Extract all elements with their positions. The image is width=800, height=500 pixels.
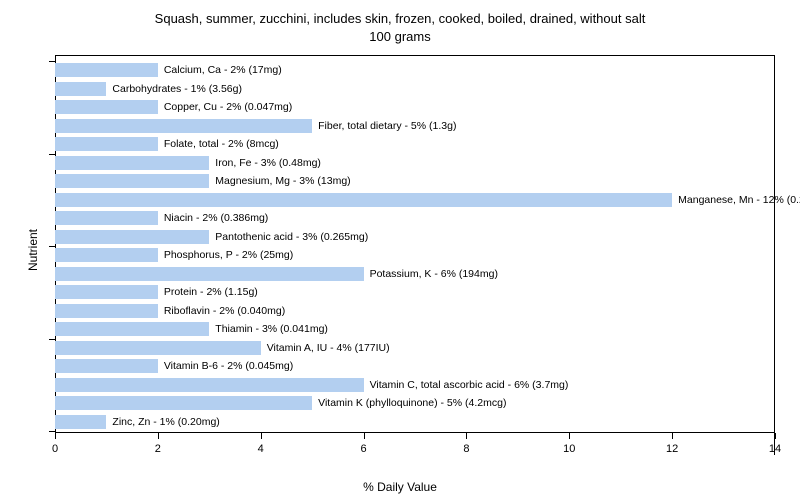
bar-label: Copper, Cu - 2% (0.047mg) xyxy=(158,100,292,114)
bar xyxy=(55,415,106,429)
x-tick xyxy=(261,433,262,439)
bar-label: Vitamin A, IU - 4% (177IU) xyxy=(261,341,390,355)
y-tick xyxy=(49,431,55,432)
bar-row: Vitamin K (phylloquinone) - 5% (4.2mcg) xyxy=(55,394,774,413)
y-tick xyxy=(49,246,55,247)
chart-title-line1: Squash, summer, zucchini, includes skin,… xyxy=(0,10,800,28)
bar-label: Fiber, total dietary - 5% (1.3g) xyxy=(312,119,456,133)
x-tick-label: 12 xyxy=(666,443,678,455)
y-tick xyxy=(49,61,55,62)
bar-label: Phosphorus, P - 2% (25mg) xyxy=(158,248,293,262)
bar-row: Zinc, Zn - 1% (0.20mg) xyxy=(55,413,774,432)
bar-label: Protein - 2% (1.15g) xyxy=(158,285,258,299)
x-tick-label: 8 xyxy=(463,443,469,455)
x-tick xyxy=(466,433,467,439)
bar-row: Protein - 2% (1.15g) xyxy=(55,283,774,302)
bar-row: Vitamin A, IU - 4% (177IU) xyxy=(55,339,774,358)
bar-label: Vitamin K (phylloquinone) - 5% (4.2mcg) xyxy=(312,396,506,410)
bar xyxy=(55,119,312,133)
bar-row: Iron, Fe - 3% (0.48mg) xyxy=(55,154,774,173)
bar-row: Folate, total - 2% (8mcg) xyxy=(55,135,774,154)
bar-row: Carbohydrates - 1% (3.56g) xyxy=(55,80,774,99)
bar xyxy=(55,230,209,244)
x-tick-label: 2 xyxy=(155,443,161,455)
bar-label: Magnesium, Mg - 3% (13mg) xyxy=(209,174,350,188)
bar-label: Thiamin - 3% (0.041mg) xyxy=(209,322,328,336)
bar-row: Niacin - 2% (0.386mg) xyxy=(55,209,774,228)
bar xyxy=(55,359,158,373)
bar-row: Potassium, K - 6% (194mg) xyxy=(55,265,774,284)
bar-label: Calcium, Ca - 2% (17mg) xyxy=(158,63,282,77)
bar xyxy=(55,304,158,318)
y-tick xyxy=(49,154,55,155)
bar-row: Vitamin B-6 - 2% (0.045mg) xyxy=(55,357,774,376)
bar-label: Vitamin B-6 - 2% (0.045mg) xyxy=(158,359,293,373)
bar xyxy=(55,285,158,299)
bar-row: Magnesium, Mg - 3% (13mg) xyxy=(55,172,774,191)
bar xyxy=(55,137,158,151)
plot-area: Calcium, Ca - 2% (17mg) Carbohydrates - 1… xyxy=(55,55,775,455)
bar-label: Riboflavin - 2% (0.040mg) xyxy=(158,304,285,318)
x-tick xyxy=(55,433,56,439)
chart-title-line2: 100 grams xyxy=(0,28,800,46)
bar xyxy=(55,211,158,225)
bar-row: Phosphorus, P - 2% (25mg) xyxy=(55,246,774,265)
bar xyxy=(55,100,158,114)
x-axis-label: % Daily Value xyxy=(363,480,437,494)
y-axis-label: Nutrient xyxy=(26,229,40,271)
x-tick-label: 4 xyxy=(258,443,264,455)
bar-row: Fiber, total dietary - 5% (1.3g) xyxy=(55,117,774,136)
bar-label: Niacin - 2% (0.386mg) xyxy=(158,211,268,225)
bar xyxy=(55,267,364,281)
bar-label: Folate, total - 2% (8mcg) xyxy=(158,137,279,151)
bar-label: Carbohydrates - 1% (3.56g) xyxy=(106,82,242,96)
bar xyxy=(55,156,209,170)
bar-row: Riboflavin - 2% (0.040mg) xyxy=(55,302,774,321)
x-tick xyxy=(364,433,365,439)
bar-row: Thiamin - 3% (0.041mg) xyxy=(55,320,774,339)
nutrient-chart: Squash, summer, zucchini, includes skin,… xyxy=(0,0,800,500)
bar xyxy=(55,248,158,262)
x-tick-label: 0 xyxy=(52,443,58,455)
bar-label: Manganese, Mn - 12% (0.230mg) xyxy=(672,193,800,207)
x-tick xyxy=(672,433,673,439)
bar-row: Manganese, Mn - 12% (0.230mg) xyxy=(55,191,774,210)
bar xyxy=(55,63,158,77)
x-tick xyxy=(569,433,570,439)
bar-row: Copper, Cu - 2% (0.047mg) xyxy=(55,98,774,117)
x-tick xyxy=(158,433,159,439)
x-axis-line xyxy=(55,432,774,433)
y-tick xyxy=(49,339,55,340)
x-tick-label: 10 xyxy=(563,443,575,455)
bar xyxy=(55,174,209,188)
x-tick xyxy=(775,433,776,439)
bar-label: Zinc, Zn - 1% (0.20mg) xyxy=(106,415,219,429)
bar-row: Pantothenic acid - 3% (0.265mg) xyxy=(55,228,774,247)
x-tick-label: 6 xyxy=(361,443,367,455)
bars-container: Calcium, Ca - 2% (17mg) Carbohydrates - 1… xyxy=(55,61,774,431)
bar xyxy=(55,193,672,207)
x-tick-label: 14 xyxy=(769,443,781,455)
bar xyxy=(55,322,209,336)
chart-title: Squash, summer, zucchini, includes skin,… xyxy=(0,0,800,46)
bar-label: Vitamin C, total ascorbic acid - 6% (3.7… xyxy=(364,378,569,392)
bar-row: Calcium, Ca - 2% (17mg) xyxy=(55,61,774,80)
bar xyxy=(55,82,106,96)
bar xyxy=(55,341,261,355)
bar xyxy=(55,396,312,410)
bar-label: Pantothenic acid - 3% (0.265mg) xyxy=(209,230,368,244)
bar-label: Iron, Fe - 3% (0.48mg) xyxy=(209,156,321,170)
bar-label: Potassium, K - 6% (194mg) xyxy=(364,267,498,281)
bar-row: Vitamin C, total ascorbic acid - 6% (3.7… xyxy=(55,376,774,395)
bar xyxy=(55,378,364,392)
